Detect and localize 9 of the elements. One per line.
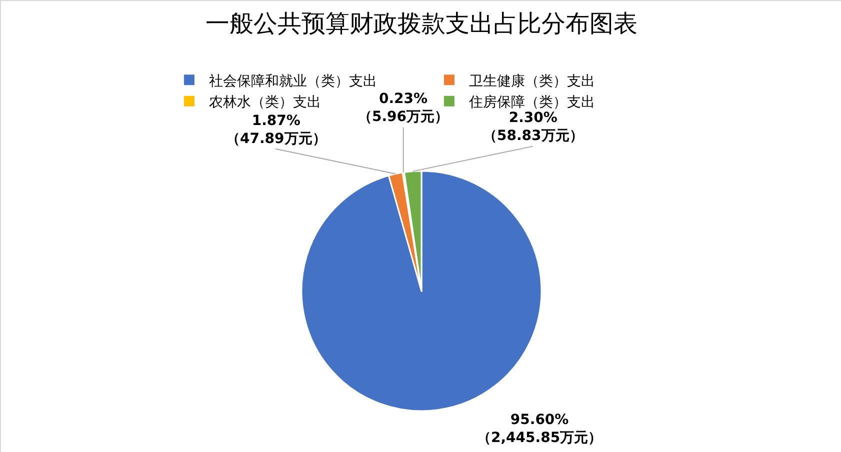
chart-title: 一般公共预算财政拨款支出占比分布图表 bbox=[206, 9, 638, 38]
legend-label: 住房保障（类）支出 bbox=[468, 94, 596, 111]
data-label: 2.30% （58.83万元） bbox=[483, 110, 584, 144]
data-label: 0.23% （5.96万元） bbox=[358, 91, 449, 126]
legend-label: 卫生健康（类）支出 bbox=[469, 73, 596, 90]
legend-label: 农林水（类）支出 bbox=[209, 94, 322, 111]
legend-label: 社会保障和就业（类）支出 bbox=[209, 73, 378, 90]
data-label: 95.60% （2,445.85万元） bbox=[477, 412, 602, 446]
data-label: 1.87% （47.89万元） bbox=[226, 113, 326, 148]
